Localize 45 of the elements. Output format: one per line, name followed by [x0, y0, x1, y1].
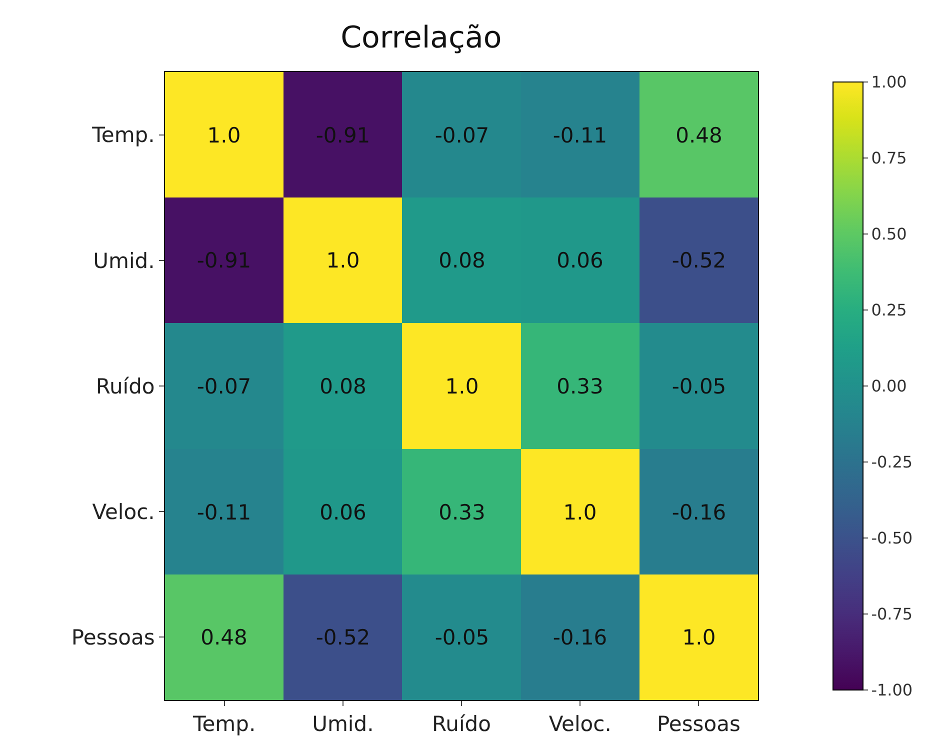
data-label: 1.0	[207, 123, 241, 148]
data-label: 0.33	[556, 374, 604, 398]
data-label: -0.52	[672, 248, 726, 272]
data-label: -0.05	[434, 625, 490, 650]
chart-title: Correlação	[340, 20, 502, 56]
data-label: -0.05	[672, 374, 726, 398]
color-bar-label: 1.00	[871, 72, 907, 92]
y-tick-label: Ruído	[96, 374, 155, 398]
data-label: 0.06	[556, 248, 604, 272]
color-bar-label: 0.00	[871, 376, 907, 396]
color-bar-label: -0.50	[871, 528, 913, 548]
x-tick-label: Veloc.	[548, 712, 612, 736]
data-label: -0.16	[672, 500, 726, 524]
y-tick-label: Umid.	[93, 248, 155, 273]
color-bar-label: -0.25	[871, 452, 913, 472]
data-label: 1.0	[563, 500, 597, 524]
data-label: -0.11	[552, 123, 608, 148]
x-tick-label: Pessoas	[657, 712, 740, 736]
data-label: -0.07	[434, 123, 490, 148]
x-tick-label: Ruído	[432, 712, 491, 736]
data-label: -0.91	[316, 123, 370, 148]
color-bar-label: -1.00	[871, 680, 913, 700]
data-label: 0.48	[200, 625, 248, 650]
color-bar-label: 0.75	[871, 148, 907, 168]
data-label: 0.08	[438, 248, 486, 272]
data-label: 0.08	[320, 374, 366, 398]
data-label: 1.0	[326, 248, 360, 272]
data-label: -0.07	[196, 374, 252, 398]
data-label: 1.0	[445, 374, 479, 398]
y-tick-label: Veloc.	[92, 500, 155, 524]
data-label: -0.91	[196, 248, 252, 272]
data-label: 0.06	[320, 500, 366, 524]
data-label: -0.52	[316, 625, 370, 650]
x-tick-label: Umid.	[312, 712, 374, 736]
y-tick-label: Pessoas	[71, 626, 155, 650]
color-bar-label: -0.75	[871, 604, 913, 624]
x-tick-label: Temp.	[192, 712, 256, 736]
y-tick-label: Temp.	[91, 123, 155, 148]
color-bar-label: 0.50	[871, 224, 907, 244]
data-label: 0.48	[676, 123, 722, 148]
color-bar-label: 0.25	[871, 300, 907, 320]
data-label: 1.0	[682, 625, 716, 650]
data-label: -0.16	[552, 625, 608, 650]
data-label: 0.33	[438, 500, 486, 524]
data-label: -0.11	[196, 500, 252, 524]
